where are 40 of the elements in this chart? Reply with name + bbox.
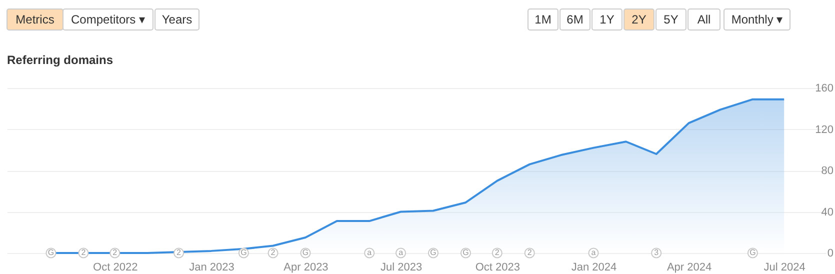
text: 6M [566, 12, 584, 26]
annotation: G [750, 248, 756, 257]
annotation: a [591, 248, 596, 257]
x-tick-label: Jul 2023 [380, 262, 422, 274]
annotation: 2 [527, 248, 532, 257]
y-tick-label: 0 [827, 248, 834, 260]
text: All [697, 12, 711, 26]
x-tick-label: Jul 2024 [764, 262, 806, 274]
annotation: G [462, 248, 469, 257]
x-tick-label: Jan 2023 [189, 262, 234, 274]
chart-title: Referring domains [7, 53, 114, 67]
text: 5Y [664, 12, 678, 26]
annotation: G [48, 248, 54, 257]
annotation: 2 [270, 248, 276, 257]
x-tick-label: Oct 2023 [475, 262, 520, 274]
annotation: a [398, 248, 404, 257]
annotation: a [367, 248, 372, 257]
annotation: G [430, 248, 436, 257]
text: 1Y [600, 12, 614, 26]
annotation: 2 [112, 248, 118, 257]
y-tick-label: 80 [821, 165, 834, 177]
x-tick-label: Jan 2024 [571, 262, 617, 274]
annotation: G [302, 248, 309, 257]
y-tick-label: 160 [815, 82, 834, 94]
text: Competitors ▾ [70, 12, 146, 26]
x-tick-label: Oct 2022 [93, 262, 138, 274]
y-tick-label: 40 [821, 206, 834, 218]
x-tick-label: Apr 2024 [666, 262, 712, 274]
annotation: 2 [81, 248, 86, 257]
annotation: G [240, 248, 247, 257]
x-tick-label: Apr 2023 [284, 262, 328, 274]
text: Metrics [16, 12, 54, 26]
annotation: 3 [654, 248, 660, 257]
text: 1M [534, 12, 552, 26]
text: Years [162, 12, 192, 26]
annotation: 2 [176, 248, 182, 257]
annotation: 2 [494, 248, 500, 257]
text: Monthly ▾ [731, 12, 783, 26]
text: 2Y [632, 12, 646, 26]
y-tick-label: 120 [815, 124, 834, 136]
